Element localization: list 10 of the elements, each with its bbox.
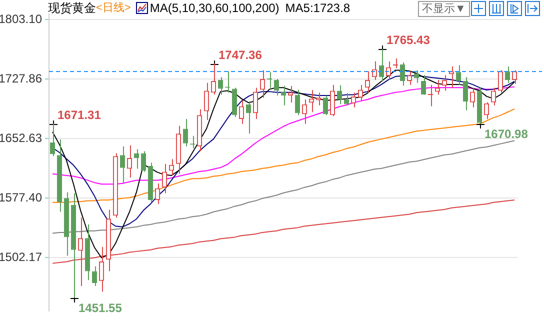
annotation: 不显示▼: [418, 1, 470, 17]
chart-subtitle: <日线>: [96, 1, 131, 16]
chart-title: 现货黄金: [48, 0, 96, 16]
annotation: MA(5,10,30,60,100,200): [150, 0, 280, 16]
annotation: 1671.31: [58, 108, 102, 122]
annotation: 1670.98: [484, 126, 528, 141]
annotation: 1765.43: [386, 32, 430, 47]
annotation: 1747.36: [218, 48, 262, 62]
annotation: MA5:1723.8: [285, 0, 350, 16]
annotation: 1451.55: [78, 300, 122, 315]
